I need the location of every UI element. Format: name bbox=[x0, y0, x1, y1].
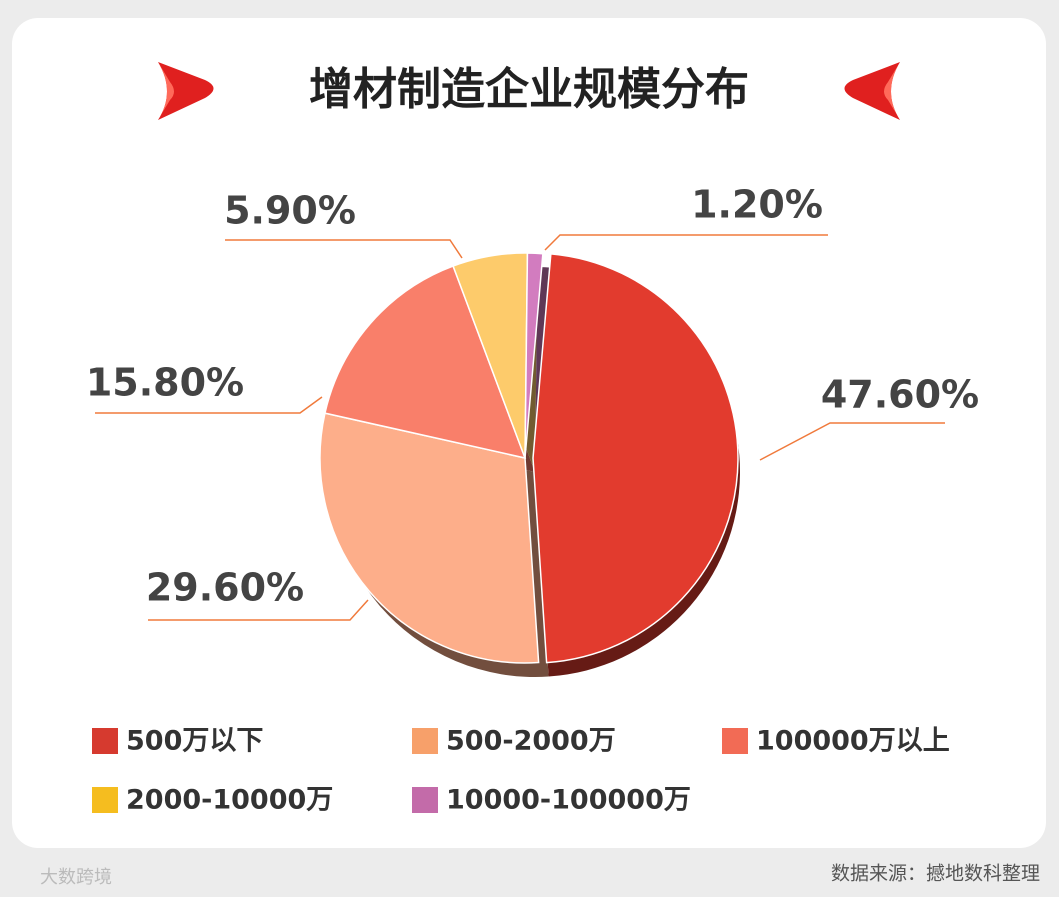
value-label: 47.60% bbox=[821, 373, 979, 417]
watermark: 大数跨境 bbox=[40, 867, 112, 888]
chevron-right-light bbox=[884, 62, 900, 120]
slice bbox=[532, 253, 739, 664]
slice bbox=[324, 265, 527, 460]
legend-swatch bbox=[92, 728, 118, 754]
slice bbox=[319, 412, 540, 664]
legend-swatch bbox=[412, 787, 438, 813]
chevron-right bbox=[844, 62, 900, 120]
value-label: 5.90% bbox=[224, 189, 356, 233]
value-label: 1.20% bbox=[691, 183, 823, 227]
chevron-left bbox=[158, 62, 214, 120]
leader-line bbox=[95, 396, 323, 414]
legend-label: 500万以下 bbox=[126, 726, 263, 757]
leader-line bbox=[759, 422, 945, 461]
legend-label: 100000万以上 bbox=[756, 726, 950, 757]
chart-title: 增材制造企业规模分布 bbox=[309, 64, 749, 115]
leader-line bbox=[225, 239, 463, 259]
legend-swatch bbox=[92, 787, 118, 813]
legend-swatch bbox=[722, 728, 748, 754]
leader-line bbox=[148, 599, 369, 621]
chevron-left-light bbox=[158, 62, 174, 120]
legend-swatch bbox=[412, 728, 438, 754]
legend-label: 10000-100000万 bbox=[446, 785, 691, 816]
source: 数据来源：撼地数科整理 bbox=[831, 863, 1040, 885]
slice bbox=[524, 252, 544, 459]
value-label: 15.80% bbox=[86, 361, 244, 405]
value-label: 29.60% bbox=[146, 566, 304, 610]
legend-label: 500-2000万 bbox=[446, 726, 616, 757]
legend-label: 2000-10000万 bbox=[126, 785, 333, 816]
leader-line bbox=[544, 234, 828, 251]
